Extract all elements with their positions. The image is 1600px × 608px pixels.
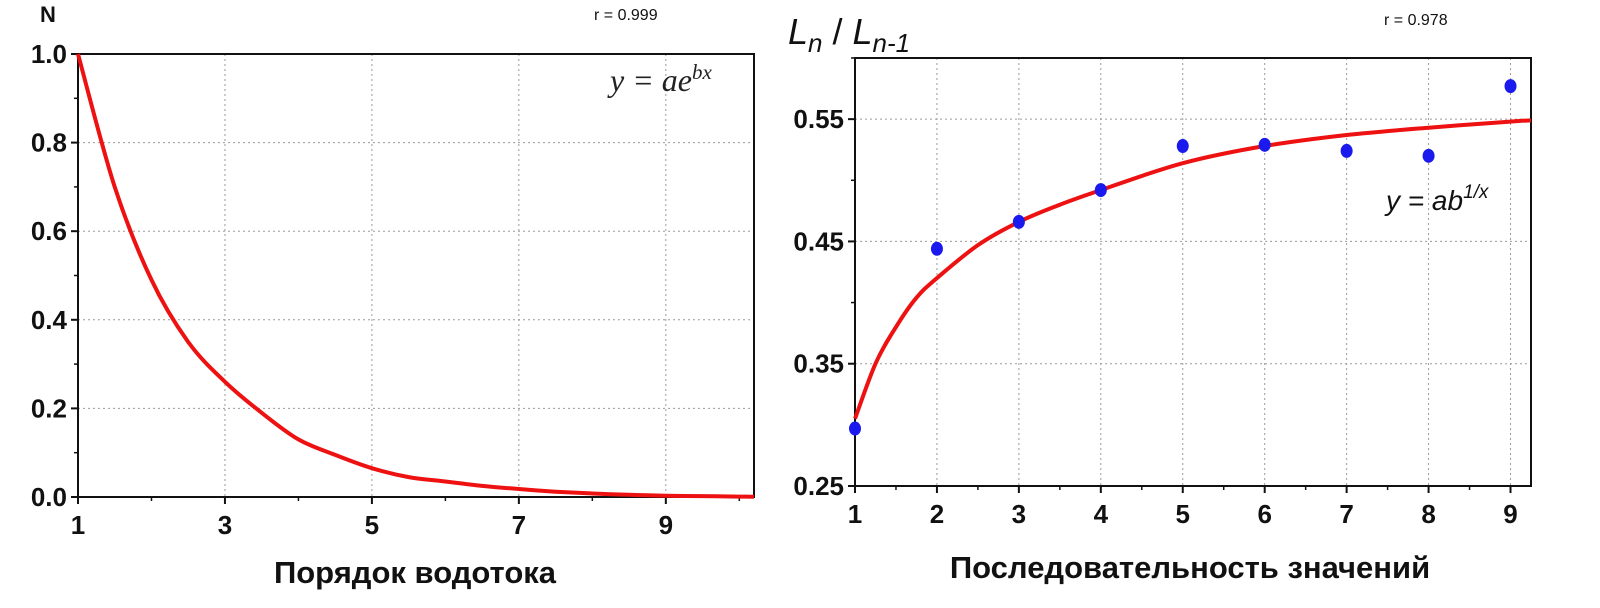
x-tick-label: 9 [1503, 499, 1517, 529]
data-point [1094, 183, 1107, 198]
right-formula: y = ab1/x [1384, 182, 1490, 216]
y-tick-label: 0.25 [793, 471, 844, 501]
x-tick-label: 5 [1176, 499, 1190, 529]
x-tick-label: 1 [848, 499, 862, 529]
data-point [930, 241, 943, 256]
y-tick-label: 0.45 [793, 226, 844, 256]
data-point [1012, 214, 1025, 229]
data-point [1504, 79, 1517, 94]
x-tick-label: 8 [1421, 499, 1435, 529]
left-exponential-curve [76, 53, 755, 499]
chart-left: N r = 0.999 1 3 5 7 9 0.0 0.2 0.4 0.6 0.8 1.0 y = … [31, 2, 755, 590]
x-tick-label: 5 [365, 510, 379, 540]
right-plot-frame [854, 57, 1532, 487]
data-point [1176, 139, 1189, 154]
y-tick-label: 0.6 [31, 216, 67, 246]
left-grid [78, 54, 754, 497]
x-tick-label: 7 [1339, 499, 1353, 529]
left-r-annotation: r = 0.999 [594, 7, 658, 24]
data-point [1340, 143, 1353, 158]
y-tick-label: 0.4 [31, 305, 68, 335]
right-fit-curve [853, 118, 1532, 420]
right-y-axis-label: Ln / Ln-1 [788, 11, 910, 58]
left-x-axis-label: Порядок водотока [274, 555, 557, 590]
y-tick-label: 0.0 [31, 482, 67, 512]
data-point [1258, 137, 1271, 152]
x-tick-label: 3 [1012, 499, 1026, 529]
y-tick-label: 1.0 [31, 39, 67, 69]
left-y-axis-label: N [40, 2, 56, 27]
chart-right: Ln / Ln-1 r = 0.978 1 2 3 4 5 6 7 8 9 0.25 0.35 0.4… [788, 11, 1532, 585]
y-tick-label: 0.2 [31, 393, 67, 423]
data-point [849, 421, 861, 436]
x-tick-label: 4 [1094, 499, 1109, 529]
x-tick-label: 7 [512, 510, 526, 540]
y-tick-label: 0.8 [31, 128, 67, 158]
right-data-points [849, 79, 1517, 436]
x-tick-label: 1 [71, 510, 85, 540]
x-tick-label: 2 [930, 499, 944, 529]
left-formula: y = aebx [607, 60, 713, 98]
right-r-annotation: r = 0.978 [1384, 12, 1448, 29]
right-tick-labels: 1 2 3 4 5 6 7 8 9 0.25 0.35 0.45 0.55 [793, 57, 1518, 529]
x-tick-label: 9 [659, 510, 673, 540]
y-tick-label: 0.35 [793, 349, 844, 379]
x-tick-label: 3 [218, 510, 232, 540]
y-tick-label: 0.55 [793, 104, 844, 134]
right-grid [855, 58, 1531, 486]
data-point [1422, 148, 1435, 163]
left-tick-labels: 1 3 5 7 9 0.0 0.2 0.4 0.6 0.8 1.0 [31, 39, 741, 540]
x-tick-label: 6 [1257, 499, 1271, 529]
right-x-axis-label: Последовательность значений [950, 550, 1430, 585]
